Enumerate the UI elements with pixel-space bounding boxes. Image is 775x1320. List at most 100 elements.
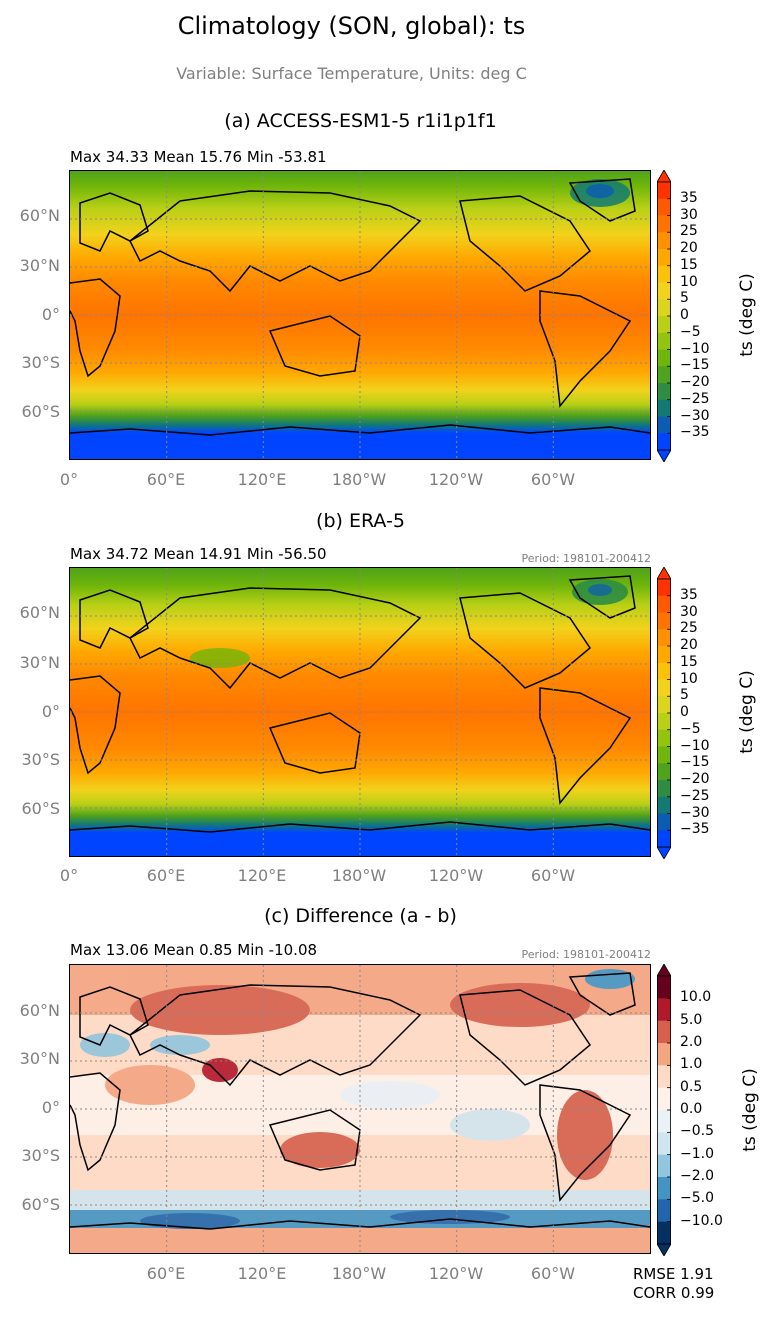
colorbar-b-swatch [657,646,671,664]
colorbar-a-swatch [657,215,671,233]
colorbar-c-tick-label: −10.0 [680,1212,723,1229]
lon-label-c-1: 120°E [237,1264,287,1283]
colorbar-c-swatch [657,1020,671,1044]
colorbar-c [657,964,671,1256]
colorbar-b-swatch [657,579,671,597]
panel-c-map [69,964,651,1254]
colorbar-c-tick-label: −5.0 [680,1190,714,1207]
colorbar-b-tick-label: 15 [680,653,698,670]
panel-c-stats: Max 13.06 Mean 0.85 Min -10.08 [70,941,318,959]
colorbar-b-swatch [657,830,671,848]
panel-c-title: (c) Difference (a - b) [264,905,457,927]
colorbar-b-swatch [657,763,671,781]
lat-label-c-0: 60°N [19,1001,60,1020]
lat-label-b-2: 0° [41,702,60,721]
panel-a-stats: Max 34.33 Mean 15.76 Min -53.81 [70,148,327,166]
colorbar-b-tick-label: 5 [680,687,689,704]
lon-label-b-4: 120°W [428,866,484,885]
tibet-cold-patch [190,648,250,668]
colorbar-a [657,170,671,462]
lon-label-c-4: 60°W [530,1264,576,1283]
colorbar-c-swatch [657,1110,671,1133]
gridlines-a [70,171,650,459]
colorbar-a-tick-label: 15 [680,256,698,273]
lat-label-b-3: 30°S [21,750,60,769]
coastlines-a [70,178,650,436]
colorbar-c-tick-label: 1.0 [680,1056,703,1073]
lon-label-b-2: 120°E [237,866,287,885]
figure-title: Climatology (SON, global): ts [177,12,526,40]
lon-label-a-4: 120°W [428,470,484,489]
lon-label-b-0: 0° [59,866,79,885]
panel-a-map-svg [70,171,650,459]
panel-c-period: Period: 198101-200412 [521,948,651,961]
colorbar-b-swatch [657,679,671,697]
panel-b-map [69,567,651,857]
colorbar-a-swatch [657,349,671,367]
lat-label-b-1: 30°N [19,653,60,672]
colorbar-b-tick-label: 10 [680,670,698,687]
colorbar-b-tick-label: 20 [680,637,698,653]
colorbar-a-tick-label: 0 [680,307,689,323]
colorbar-c-swatch [657,998,671,1022]
colorbar-a-swatch [657,332,671,350]
colorbar-c-extend-bottom [657,1243,671,1256]
lat-label-c-2: 0° [41,1098,60,1117]
colorbar-b-tick-label: −20 [680,771,710,787]
colorbar-c-extend-top [657,964,671,977]
lon-label-a-5: 60°W [530,470,576,489]
lat-label-b-4: 60°S [21,799,60,818]
lon-label-b-5: 60°W [530,866,576,885]
colorbar-c-tick-label: 10.0 [680,989,712,1006]
colorbar-a-swatch [657,182,671,200]
colorbar-c-swatch [657,1154,671,1178]
colorbar-c-tick-label: −2.0 [680,1168,714,1184]
colorbar-b-swatch [657,662,671,680]
colorbar-b-swatch [657,629,671,647]
colorbar-a-swatch [657,399,671,417]
colorbar-a-tick-label: 5 [680,290,689,307]
coastlines-b [70,575,650,833]
colorbar-a-label: ts (deg C) [737,273,757,357]
colorbar-a-tick-label: −20 [680,374,710,390]
colorbar-a-tick-label: 10 [680,273,698,290]
colorbar-b-tick-label: −30 [680,804,710,821]
colorbar-b-swatch [657,796,671,814]
colorbar-b-extend-bottom [657,846,671,859]
colorbar-b-swatch [657,813,671,831]
gridlines-b [70,568,650,856]
colorbar-c-tick-label: −0.5 [680,1123,714,1140]
colorbar-c-tick-label: 5.0 [680,1011,703,1028]
colorbar-b-swatch [657,612,671,630]
coastlines-c [70,972,650,1230]
colorbar-a-swatch [657,366,671,384]
colorbar-a-tick-label: −30 [680,407,710,424]
lat-label-a-2: 0° [41,305,60,324]
colorbar-b-tick-label: −25 [680,787,710,804]
lat-label-a-3: 30°S [21,353,60,372]
colorbar-a-swatch [657,299,671,317]
colorbar-b-swatch [657,746,671,764]
colorbar-c-tick-label: 0.0 [680,1101,703,1117]
lat-label-c-4: 60°S [21,1195,60,1214]
lon-label-b-1: 60°E [146,866,186,885]
lat-label-a-4: 60°S [21,402,60,421]
lat-label-c-3: 30°S [21,1146,60,1165]
colorbar-a-swatch [657,232,671,250]
colorbar-a-tick-label: −5 [680,323,701,340]
lon-label-a-3: 180°W [331,470,387,489]
colorbar-c-tick-label: −1.0 [680,1145,714,1162]
panel-b-map-svg [70,568,650,856]
lon-label-c-2: 180°W [331,1264,387,1283]
metrics-box: RMSE 1.91 CORR 0.99 [633,1265,714,1303]
colorbar-a-tick-label: 25 [680,223,698,240]
colorbar-b-tick-label: −35 [680,821,710,838]
panel-b-period: Period: 198101-200412 [521,552,651,565]
colorbar-b-swatch [657,713,671,731]
lat-label-c-1: 30°N [19,1049,60,1068]
colorbar-c-swatch [657,1065,671,1089]
colorbar-a-swatch [657,249,671,267]
colorbar-a-tick-label: 30 [680,206,698,223]
colorbar-b-swatch [657,595,671,613]
colorbar-c-tick-label: 2.0 [680,1034,703,1050]
